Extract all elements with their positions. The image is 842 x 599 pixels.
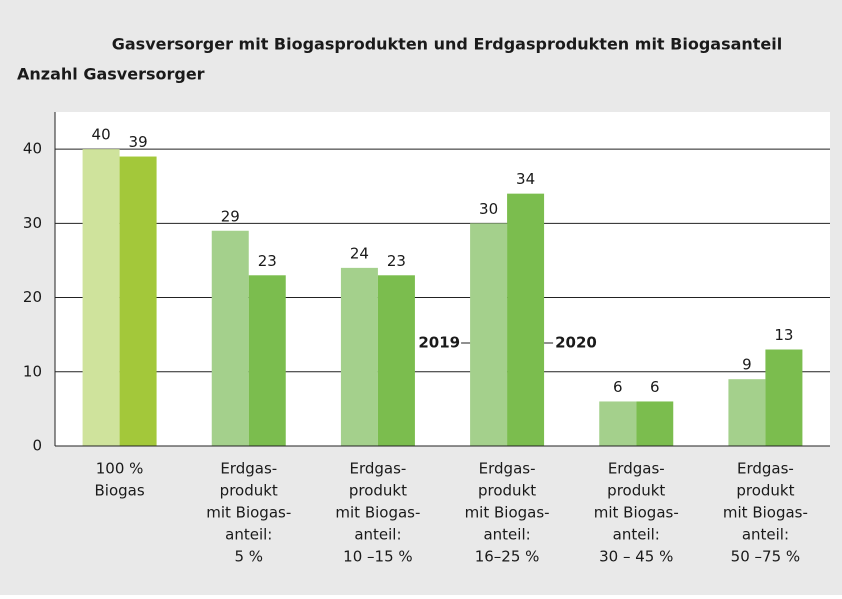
value-label: 24 (350, 244, 369, 262)
bar (211, 230, 249, 446)
x-tick-label: Erdgas- (737, 460, 794, 478)
bar (728, 379, 766, 446)
y-tick-label: 20 (23, 288, 42, 306)
value-label: 23 (387, 252, 406, 270)
legend-label: 2020 (555, 334, 597, 352)
value-label: 39 (129, 133, 148, 151)
x-tick-label: mit Biogas- (465, 504, 550, 522)
x-tick-label: Erdgas- (608, 460, 665, 478)
x-tick-label: Erdgas- (479, 460, 536, 478)
x-tick-label: Erdgas- (220, 460, 277, 478)
bar (599, 401, 637, 446)
x-tick-label: mit Biogas- (594, 504, 679, 522)
x-tick-label: anteil: (613, 526, 660, 544)
chart-title: Gasversorger mit Biogasprodukten und Erd… (112, 35, 783, 54)
value-label: 9 (742, 356, 752, 374)
value-label: 6 (650, 378, 660, 396)
legend-label: 2019 (418, 334, 460, 352)
x-tick-label: mit Biogas- (335, 504, 420, 522)
y-tick-label: 40 (23, 140, 42, 158)
x-tick-label: Biogas (94, 482, 144, 500)
bar (470, 223, 508, 446)
x-tick-label: 100 % (96, 460, 144, 478)
bar (119, 156, 157, 447)
x-tick-label: 30 – 45 % (599, 548, 673, 566)
y-tick-label: 0 (32, 437, 42, 455)
value-label: 30 (479, 200, 498, 218)
bar (507, 193, 545, 446)
x-tick-label: 16–25 % (475, 548, 540, 566)
x-tick-label: anteil: (742, 526, 789, 544)
y-tick-label: 30 (23, 214, 42, 232)
x-tick-label: produkt (607, 482, 665, 500)
bar (765, 349, 803, 446)
x-tick-label: mit Biogas- (206, 504, 291, 522)
x-tick-label: mit Biogas- (723, 504, 808, 522)
x-tick-label: produkt (736, 482, 794, 500)
y-axis-label: Anzahl Gasversorger (17, 65, 205, 84)
x-tick-label: anteil: (225, 526, 272, 544)
x-tick-label: anteil: (354, 526, 401, 544)
y-tick-label: 10 (23, 362, 42, 380)
x-tick-label: 5 % (234, 548, 263, 566)
x-tick-label: produkt (349, 482, 407, 500)
bar (82, 149, 120, 446)
x-tick-label: produkt (220, 482, 278, 500)
bar (340, 267, 378, 446)
value-label: 34 (516, 170, 535, 188)
x-tick-label: anteil: (483, 526, 530, 544)
value-label: 23 (258, 252, 277, 270)
value-label: 6 (613, 378, 623, 396)
x-tick-label: produkt (478, 482, 536, 500)
bar (248, 275, 286, 446)
x-tick-label: Erdgas- (349, 460, 406, 478)
x-tick-label: 10 –15 % (343, 548, 412, 566)
bar (636, 401, 674, 446)
bar (377, 275, 415, 446)
value-label: 29 (221, 207, 240, 225)
value-label: 40 (92, 126, 111, 144)
value-label: 13 (774, 326, 793, 344)
x-tick-label: 50 –75 % (731, 548, 800, 566)
plot-area (55, 112, 830, 446)
